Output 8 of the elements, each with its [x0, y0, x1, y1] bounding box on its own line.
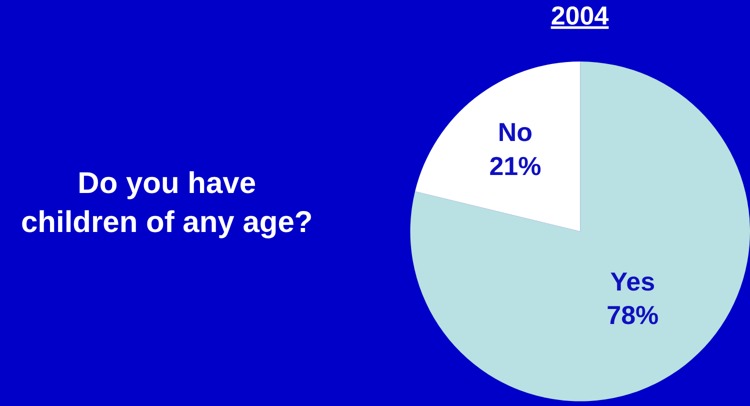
data-label: 21% [489, 150, 542, 181]
pie-slice [415, 62, 580, 232]
data-label: 78% [606, 300, 659, 330]
slice-label: Yes [610, 266, 656, 296]
chart-title: 2004 [550, 0, 610, 30]
text: Do you have children of any age? [21, 167, 313, 239]
slice-label: No [498, 117, 533, 147]
pie-slice [410, 62, 750, 402]
